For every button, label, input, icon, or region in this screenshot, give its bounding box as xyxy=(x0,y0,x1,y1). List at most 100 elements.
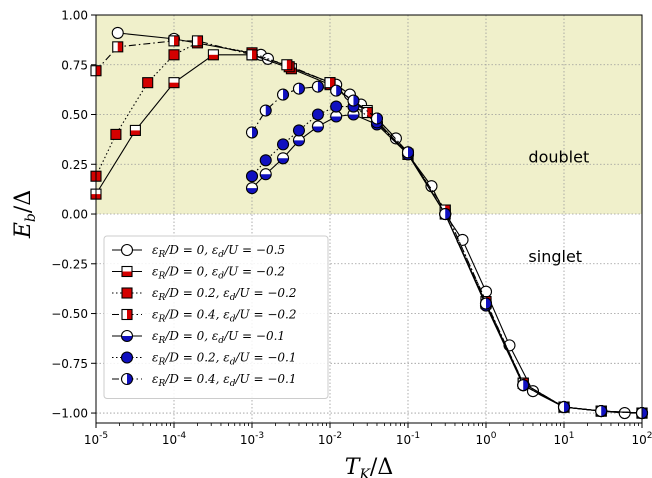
marker-outline xyxy=(259,104,272,117)
data-point xyxy=(129,124,141,136)
data-point xyxy=(191,35,204,47)
plot-frame xyxy=(95,14,643,424)
marker-fill xyxy=(122,271,132,277)
data-point xyxy=(121,265,133,278)
legend-label: εR/D = 0, εd/U = −0.1 xyxy=(152,329,285,346)
marker-fill xyxy=(127,309,132,320)
y-tick-label: 0.75 xyxy=(61,58,88,72)
marker-fill xyxy=(445,208,451,220)
marker-outline xyxy=(439,207,452,221)
y-tick-label: 0.00 xyxy=(61,208,88,222)
data-point xyxy=(276,88,290,101)
legend: εR/D = 0, εd/U = −0.5 εR/D = 0, εd/U = −0… xyxy=(103,235,329,399)
marker-outline xyxy=(120,329,134,343)
data-point xyxy=(292,134,306,147)
marker-fill xyxy=(208,54,219,60)
marker-outline xyxy=(281,59,293,71)
marker-body xyxy=(245,170,259,183)
data-point xyxy=(324,77,336,89)
data-point xyxy=(276,152,290,165)
y-tick-label: −0.25 xyxy=(51,257,88,271)
marker-outline xyxy=(276,88,290,101)
marker-body xyxy=(259,154,272,167)
marker-fill xyxy=(486,298,492,310)
legend-label: εR/D = 0.4, εd/U = −0.1 xyxy=(152,372,296,389)
data-point xyxy=(595,405,608,418)
marker-fill xyxy=(408,146,414,158)
data-point xyxy=(557,401,571,414)
data-point xyxy=(207,49,219,61)
marker-fill xyxy=(127,373,133,385)
data-point xyxy=(112,41,124,53)
marker-body xyxy=(276,138,290,151)
data-point xyxy=(168,49,180,61)
marker-body xyxy=(110,128,122,140)
marker-body xyxy=(121,287,133,299)
region-label-doublet: doublet xyxy=(528,147,589,166)
x-tick-label: 10-1 xyxy=(396,431,420,447)
marker-fill xyxy=(252,49,257,60)
legend-entry: εR/D = 0, εd/U = −0.2 xyxy=(112,265,285,282)
legend-entry: εR/D = 0, εd/U = −0.1 xyxy=(112,329,285,346)
legend-box xyxy=(103,235,329,399)
legend-entry: εR/D = 0.4, εd/U = −0.2 xyxy=(112,308,296,325)
data-point xyxy=(330,100,343,113)
legend-entry: εR/D = 0.2, εd/U = −0.1 xyxy=(112,351,296,368)
marker-fill xyxy=(317,81,324,93)
data-point xyxy=(618,406,631,420)
marker-fill xyxy=(169,82,179,88)
marker-outline xyxy=(292,82,306,95)
marker-outline xyxy=(191,35,204,47)
data-point xyxy=(245,170,259,183)
data-point xyxy=(292,82,306,95)
marker-body xyxy=(142,77,154,89)
marker-outline xyxy=(121,265,133,278)
marker-outline xyxy=(207,49,219,61)
data-point xyxy=(276,138,290,151)
marker-outline xyxy=(370,112,384,125)
data-point xyxy=(259,154,272,167)
legend-label: εR/D = 0.2, εd/U = −0.1 xyxy=(152,351,296,368)
data-point xyxy=(281,59,293,71)
data-point xyxy=(311,120,324,133)
marker-outline xyxy=(246,49,258,61)
marker-fill xyxy=(376,112,383,124)
data-point xyxy=(370,112,384,125)
marker-body xyxy=(311,108,324,121)
marker-outline xyxy=(311,120,324,133)
marker-outline xyxy=(361,106,373,119)
data-point xyxy=(110,128,122,140)
marker-outline xyxy=(347,94,360,107)
data-point xyxy=(259,104,272,117)
legend-label: εR/D = 0, εd/U = −0.2 xyxy=(152,265,285,282)
marker-body xyxy=(111,26,124,39)
marker-outline xyxy=(120,372,134,386)
marker-outline xyxy=(479,297,493,310)
marker-fill xyxy=(298,83,305,95)
marker-outline xyxy=(245,126,259,139)
data-point xyxy=(168,35,180,47)
y-tick-label: 0.25 xyxy=(61,158,88,172)
marker-outline xyxy=(129,124,141,136)
legend-label: εR/D = 0.4, εd/U = −0.2 xyxy=(152,308,296,325)
y-tick-label: −0.75 xyxy=(51,357,88,371)
data-point xyxy=(120,243,134,257)
marker-fill xyxy=(117,41,123,52)
marker-fill xyxy=(564,401,570,413)
data-point xyxy=(245,126,259,139)
y-tick-label: −1.00 xyxy=(51,407,88,421)
marker-outline xyxy=(276,152,290,165)
marker-outline xyxy=(311,80,324,93)
y-tick-label: 0.50 xyxy=(61,108,88,122)
data-point xyxy=(111,26,124,39)
marker-fill xyxy=(312,126,324,132)
marker-fill xyxy=(601,405,607,417)
marker-outline xyxy=(259,168,272,181)
x-tick-label: 10-3 xyxy=(240,431,264,447)
marker-fill xyxy=(130,130,141,136)
legend-entry: εR/D = 0.2, εd/U = −0.2 xyxy=(112,286,296,303)
marker-outline xyxy=(557,401,571,414)
data-point xyxy=(120,372,134,386)
data-point xyxy=(439,207,452,221)
